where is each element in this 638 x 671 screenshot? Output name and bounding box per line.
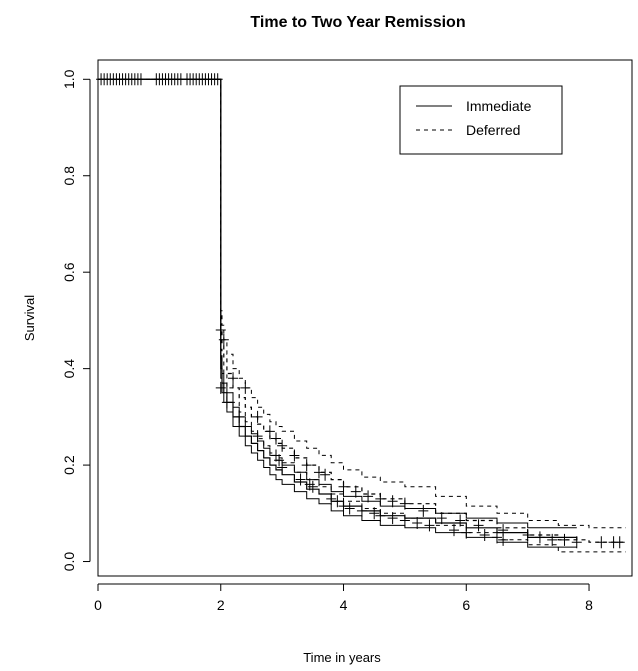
y-tick-label: 0.6: [61, 262, 77, 282]
y-tick-label: 1.0: [61, 69, 77, 89]
series-deferred-ci-lower: [98, 78, 626, 553]
x-tick-label: 6: [462, 597, 470, 613]
censor-mark-deferred: [534, 531, 545, 544]
censor-mark-deferred: [313, 466, 324, 479]
censor-mark-immediate: [252, 430, 263, 443]
censor-mark-immediate: [412, 516, 423, 529]
censor-mark-deferred: [436, 512, 447, 525]
y-tick-label: 0.8: [61, 166, 77, 186]
censor-mark-deferred: [218, 333, 229, 346]
censor-mark-immediate: [479, 529, 490, 542]
censor-mark-deferred: [252, 410, 263, 423]
censor-mark-immediate: [387, 512, 398, 525]
censor-mark-deferred: [277, 439, 288, 452]
censor-mark-deferred: [289, 449, 300, 462]
plot-frame: [97, 59, 633, 577]
censor-mark-immediate: [344, 502, 355, 515]
legend-label-immediate: Immediate: [466, 98, 532, 114]
censor-mark-deferred: [375, 492, 386, 505]
y-tick-label: 0.0: [61, 552, 77, 572]
censor-mark-immediate: [449, 524, 459, 537]
series-immediate-ci-lower: [98, 78, 577, 548]
censor-mark-deferred: [399, 497, 410, 510]
censor-mark-immediate: [491, 531, 502, 544]
x-tick-label: 8: [585, 597, 593, 613]
censor-mark-immediate: [295, 473, 306, 486]
censor-mark-deferred: [338, 480, 349, 493]
censor-mark-deferred: [301, 459, 312, 472]
censor-mark-immediate: [274, 454, 285, 467]
censor-mark-deferred: [240, 381, 251, 394]
censor-mark-deferred: [473, 519, 484, 532]
x-tick-label: 2: [217, 597, 225, 613]
censor-mark-deferred: [215, 324, 226, 337]
censor-mark-immediate: [369, 507, 380, 520]
censor-mark-deferred: [559, 533, 570, 546]
censor-mark-deferred: [264, 425, 275, 438]
censor-mark-immediate: [338, 500, 349, 513]
censor-mark-immediate: [221, 396, 232, 409]
censor-mark-deferred: [228, 372, 239, 385]
censor-mark-immediate: [461, 526, 472, 539]
y-tick-label: 0.4: [61, 359, 77, 379]
censor-layer: [96, 73, 625, 549]
y-tick-label: 0.2: [61, 455, 77, 475]
censor-mark-deferred: [547, 533, 558, 546]
x-tick-label: 0: [94, 597, 102, 613]
legend: Immediate Deferred: [399, 85, 563, 155]
censor-mark-deferred: [387, 495, 398, 508]
x-tick-label: 4: [340, 597, 348, 613]
censor-mark-immediate: [356, 504, 367, 517]
censor-mark-deferred: [320, 468, 331, 481]
censor-mark-deferred: [455, 514, 466, 527]
chart-title: Time to Two Year Remission: [250, 14, 465, 31]
series-deferred-line: [98, 78, 626, 543]
censor-mark-deferred: [350, 485, 361, 498]
censor-mark-deferred: [571, 536, 582, 549]
axes: 0 2 4 6 8 0.0 0.2 0.4 0.6 0.8 1.0: [61, 69, 593, 613]
censor-mark-deferred: [522, 529, 533, 542]
censor-mark-immediate: [326, 492, 337, 505]
censor-mark-deferred: [614, 536, 625, 549]
censor-mark-immediate: [215, 381, 226, 394]
legend-label-deferred: Deferred: [466, 122, 520, 138]
censor-mark-immediate: [332, 495, 343, 508]
censor-mark-immediate: [399, 514, 410, 527]
censor-mark-deferred: [596, 536, 607, 549]
legend-box: [399, 85, 563, 155]
censor-mark-deferred: [271, 432, 281, 445]
censor-mark-early: [135, 73, 146, 86]
y-axis-label: Survival: [22, 295, 37, 341]
censor-mark-immediate: [307, 480, 318, 493]
censor-mark-immediate: [277, 461, 288, 474]
censor-mark-immediate: [375, 509, 386, 522]
censor-mark-deferred: [498, 524, 509, 537]
censor-mark-early: [212, 73, 223, 86]
censor-mark-immediate: [424, 519, 435, 532]
censor-mark-deferred: [418, 504, 429, 517]
censor-mark-immediate: [234, 410, 245, 423]
censor-mark-deferred: [363, 490, 374, 503]
x-axis-label: Time in years: [303, 650, 381, 665]
